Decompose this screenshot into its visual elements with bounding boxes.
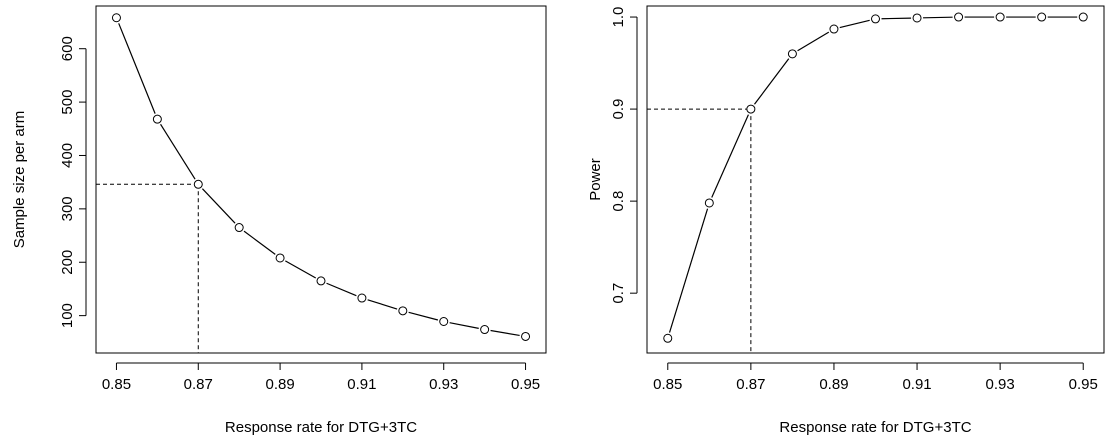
series-line-segment xyxy=(839,19,870,29)
series-line-segment xyxy=(118,23,156,114)
y-tick-label: 0.9 xyxy=(610,99,627,120)
x-tick-label: 0.85 xyxy=(653,376,682,393)
series-line-segment xyxy=(201,188,236,224)
series-line-segment xyxy=(160,123,196,180)
data-point xyxy=(521,331,531,341)
x-axis-title: Response rate for DTG+3TC xyxy=(225,419,417,436)
y-tick-label: 100 xyxy=(59,303,76,328)
y-tick-label: 200 xyxy=(59,250,76,275)
data-point xyxy=(704,198,714,208)
data-point xyxy=(954,12,964,22)
sample-size-panel: 0.85 0.87 0.89 0.91 0.93 0.95 100 200 300 400 500 6… xyxy=(11,5,547,436)
y-axis-title: Power xyxy=(587,158,604,201)
y-tick-label: 600 xyxy=(59,36,76,61)
series-line-segment xyxy=(243,230,276,255)
plot-frame xyxy=(95,5,547,354)
x-tick-label: 0.87 xyxy=(736,376,765,393)
series-line-segment xyxy=(668,208,709,333)
data-point xyxy=(787,49,797,59)
x-tick-label: 0.85 xyxy=(102,376,131,393)
data-point xyxy=(829,24,839,34)
series-line-segment xyxy=(449,322,479,329)
series-line-segment xyxy=(923,16,953,19)
data-point xyxy=(912,13,922,23)
series-line-segment xyxy=(408,311,439,321)
x-axis-title: Response rate for DTG+3TC xyxy=(779,419,971,436)
series-line-segment xyxy=(711,114,749,198)
x-tick-label: 0.87 xyxy=(184,376,213,393)
series-line-segment xyxy=(367,299,398,310)
data-point xyxy=(1037,12,1047,22)
series-line-segment xyxy=(881,17,912,20)
series-line-segment xyxy=(753,58,790,105)
plot-frame xyxy=(646,5,1105,354)
data-point xyxy=(193,179,203,189)
data-point xyxy=(152,114,162,124)
x-tick-label: 0.95 xyxy=(1069,376,1098,393)
y-tick-label: 0.8 xyxy=(610,191,627,212)
y-axis-title: Sample size per arm xyxy=(11,111,28,249)
series-line-segment xyxy=(326,282,357,297)
x-tick-label: 0.93 xyxy=(986,376,1015,393)
y-tick-label: 400 xyxy=(59,143,76,168)
data-point xyxy=(316,276,326,286)
data-point xyxy=(398,306,408,316)
data-point xyxy=(663,333,673,343)
data-point xyxy=(357,293,367,303)
y-tick-label: 300 xyxy=(59,196,76,221)
data-point xyxy=(275,253,285,263)
x-tick-label: 0.93 xyxy=(429,376,458,393)
data-point xyxy=(234,223,244,233)
data-point xyxy=(871,14,880,24)
y-tick-label: 1.0 xyxy=(610,7,627,28)
series-line-segment xyxy=(797,31,830,52)
data-point xyxy=(480,325,490,335)
x-tick-label: 0.91 xyxy=(902,376,931,393)
series-line-segment xyxy=(490,329,520,337)
y-tick-label: 0.7 xyxy=(610,283,627,304)
y-tick-label: 500 xyxy=(59,90,76,115)
power-panel: 0.85 0.87 0.89 0.91 0.93 0.95 0.7 0.8 0.9 1.0 Resp… xyxy=(587,5,1105,436)
x-tick-label: 0.95 xyxy=(511,376,540,393)
data-point xyxy=(746,104,756,114)
data-point xyxy=(1078,12,1088,22)
data-point xyxy=(995,12,1005,22)
x-tick-label: 0.89 xyxy=(265,376,294,393)
series-line-segment xyxy=(285,260,317,279)
data-point xyxy=(111,13,121,23)
x-tick-label: 0.91 xyxy=(347,376,376,393)
data-point xyxy=(439,317,449,327)
x-tick-label: 0.89 xyxy=(819,376,848,393)
